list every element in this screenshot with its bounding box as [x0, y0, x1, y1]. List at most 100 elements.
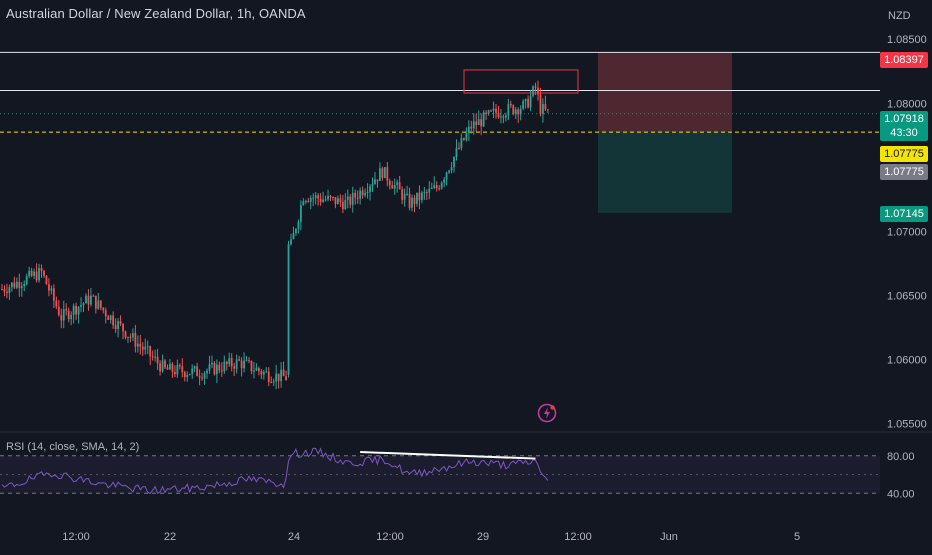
candle-body [423, 191, 426, 193]
candle-body [329, 195, 332, 198]
candle-body [472, 121, 475, 129]
candle-body [421, 192, 423, 201]
candle-body [149, 346, 152, 357]
candle-body [198, 376, 201, 378]
candle-body [119, 321, 122, 324]
candle-body [334, 197, 337, 205]
candle-body [208, 364, 211, 371]
candle-body [94, 295, 97, 309]
x-tick-label: 29 [477, 531, 489, 543]
candle-body [218, 364, 221, 371]
rsi-level-label-1: 40.00 [887, 488, 915, 500]
candle-body [117, 321, 119, 329]
candle-body [109, 315, 112, 320]
candle-body [544, 104, 547, 110]
candle-body [203, 373, 206, 379]
x-tick-label: 24 [288, 531, 300, 543]
candle-body [104, 310, 107, 317]
candle-body [132, 333, 134, 338]
candle-body [435, 185, 438, 189]
candle-body [346, 196, 349, 200]
candle-body [470, 126, 473, 129]
candle-body [260, 371, 263, 375]
candle-body [332, 197, 334, 199]
candle-body [458, 147, 460, 149]
candle-body [371, 184, 374, 187]
candle-body [443, 179, 446, 183]
candle-body [475, 121, 478, 125]
candle-body [292, 232, 295, 240]
candle-body [6, 291, 8, 293]
candle-body [134, 333, 137, 347]
candle-body [40, 268, 43, 271]
candle-body [48, 284, 50, 291]
candle-body [230, 358, 233, 367]
candle-body [43, 270, 45, 276]
x-tick-label: Jun [660, 531, 678, 543]
candle-body [72, 305, 75, 315]
candle-body [430, 188, 433, 190]
stop-price-tag: 1.08397 [880, 52, 928, 68]
candle-body [460, 138, 463, 149]
candle-body [287, 244, 290, 375]
candle-body [166, 367, 169, 370]
candle-body [532, 86, 534, 96]
lightning-alert-icon[interactable] [537, 403, 557, 423]
candle-body [82, 303, 85, 306]
candle-body [527, 99, 530, 108]
candle-body [228, 358, 231, 365]
candle-body [161, 360, 164, 372]
candle-body [211, 362, 213, 365]
candle-body [485, 112, 488, 114]
candle-body [159, 363, 161, 372]
candle-body [327, 195, 329, 200]
candle-body [70, 314, 73, 320]
candle-body [65, 309, 68, 311]
candle-body [87, 295, 90, 305]
candle-body [512, 105, 515, 114]
candle-body [75, 305, 77, 315]
candle-body [445, 172, 448, 180]
candle-body [151, 356, 154, 358]
candle-body [188, 373, 191, 375]
candle-body [8, 287, 11, 293]
candle-body [99, 300, 102, 308]
candle-body [107, 316, 110, 320]
candle-body [490, 110, 492, 112]
candle-body [396, 182, 399, 185]
candle-body [411, 197, 413, 208]
candle-body [171, 363, 174, 372]
candle-body [277, 373, 280, 382]
candle-body [455, 147, 458, 157]
rsi-indicator-label[interactable]: RSI (14, close, SMA, 14, 2) [6, 441, 140, 453]
rsi-series-line [1, 447, 549, 495]
candle-body [255, 367, 258, 371]
candle-body [379, 168, 381, 181]
candle-body [136, 343, 139, 347]
candle-body [262, 371, 265, 375]
candle-body [124, 331, 127, 338]
x-tick-label: 12:00 [62, 531, 90, 543]
candle-body [92, 295, 95, 297]
candle-body [275, 373, 278, 382]
candle-body [164, 360, 166, 368]
candle-body [13, 282, 16, 288]
candle-body [181, 366, 184, 373]
candle-body [393, 184, 396, 189]
candle-body [383, 167, 386, 178]
candle-body [482, 112, 485, 127]
candle-body [401, 189, 404, 200]
candle-body [169, 363, 171, 370]
candle-body [215, 364, 218, 375]
candle-body [77, 306, 80, 315]
candle-body [542, 104, 544, 115]
candle-body [324, 199, 327, 201]
candle-body [309, 198, 312, 202]
take-profit-zone [598, 132, 732, 213]
candle-body [1, 289, 3, 291]
candle-body [408, 193, 411, 208]
candle-body [477, 119, 480, 125]
candle-body [425, 191, 428, 193]
x-tick-label: 22 [164, 531, 176, 543]
